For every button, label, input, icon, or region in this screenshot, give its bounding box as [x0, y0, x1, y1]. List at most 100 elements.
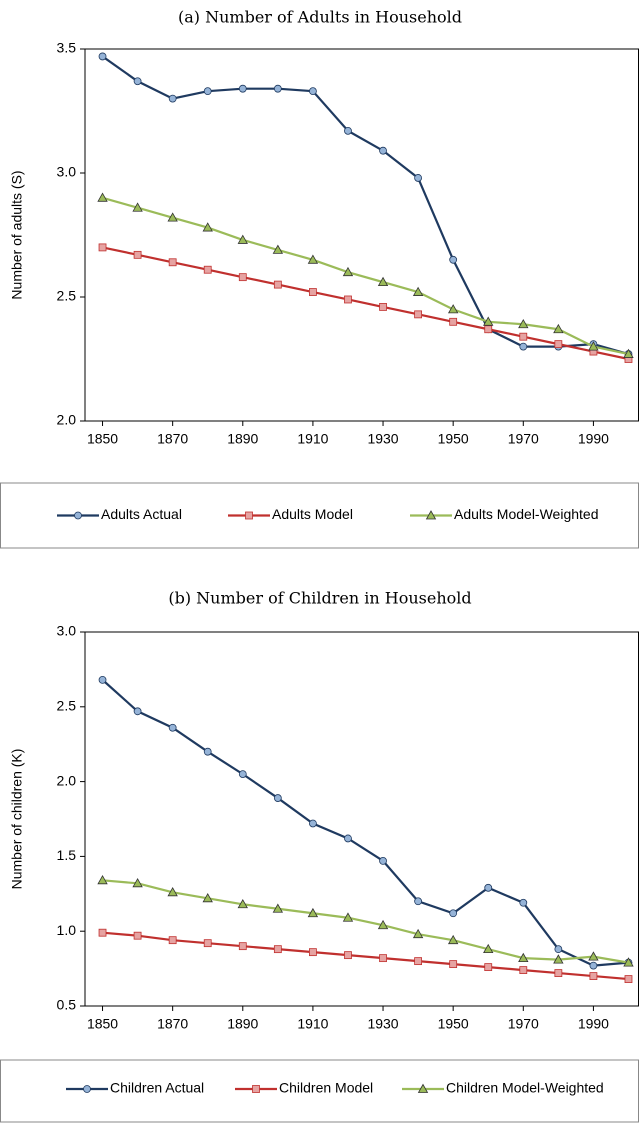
- marker: [309, 819, 317, 828]
- marker: [132, 202, 143, 212]
- legend-label: Adults Model-Weighted: [454, 506, 598, 522]
- marker: [203, 747, 212, 756]
- marker: [309, 948, 317, 957]
- marker: [133, 77, 142, 86]
- marker: [483, 943, 494, 954]
- series-line: [101, 55, 629, 356]
- plot-frame: [84, 48, 639, 422]
- marker: [589, 972, 598, 980]
- marker: [554, 340, 563, 349]
- marker: [518, 952, 529, 963]
- x-tick-label: 1850: [87, 1016, 118, 1032]
- y-tick-label: 2.0: [57, 412, 77, 428]
- x-tick-label: 1930: [367, 1016, 398, 1032]
- marker: [168, 258, 177, 267]
- marker: [379, 954, 387, 963]
- marker: [484, 883, 493, 892]
- marker: [344, 951, 352, 960]
- x-tick-label: 1850: [87, 431, 118, 447]
- marker: [168, 723, 177, 732]
- marker: [449, 960, 458, 969]
- marker: [272, 903, 284, 913]
- marker: [133, 250, 142, 259]
- marker: [167, 212, 178, 222]
- marker: [447, 304, 459, 314]
- marker: [168, 936, 177, 945]
- marker: [518, 318, 529, 329]
- y-tick-label: 3.0: [57, 164, 77, 180]
- y-tick-label: 2.5: [57, 698, 77, 714]
- marker: [97, 192, 108, 202]
- marker: [307, 907, 319, 918]
- marker: [414, 897, 423, 906]
- x-tick-label: 1990: [578, 431, 609, 447]
- marker: [133, 707, 142, 716]
- marker: [449, 255, 458, 264]
- marker: [167, 886, 178, 897]
- marker: [519, 898, 528, 907]
- marker: [412, 928, 424, 939]
- series-line: [102, 246, 629, 361]
- marker: [588, 951, 599, 961]
- marker: [624, 975, 633, 983]
- marker: [203, 939, 212, 948]
- marker: [449, 909, 458, 918]
- x-tick-label: 1930: [367, 431, 398, 447]
- y-tick-label: 3.5: [57, 40, 77, 56]
- y-tick-label: 2.5: [57, 288, 77, 304]
- marker: [98, 928, 107, 937]
- x-tick-label: 1890: [227, 431, 258, 447]
- x-tick-label: 1990: [578, 1016, 609, 1032]
- marker: [519, 332, 528, 341]
- y-axis-label: Number of adults (S): [9, 170, 25, 299]
- marker: [553, 954, 564, 964]
- marker: [342, 912, 354, 922]
- marker: [98, 52, 107, 61]
- marker: [425, 510, 437, 520]
- marker: [379, 146, 387, 155]
- marker: [342, 266, 354, 277]
- marker: [377, 276, 389, 287]
- y-tick-label: 1.5: [57, 847, 77, 863]
- y-tick-label: 3.0: [57, 623, 77, 639]
- x-tick-label: 1970: [508, 431, 539, 447]
- marker: [83, 1085, 91, 1093]
- marker: [417, 1083, 429, 1093]
- chart-title: (b) Number of Children in Household: [168, 589, 471, 608]
- marker: [309, 288, 317, 296]
- y-axis-label: Number of children (K): [9, 749, 25, 890]
- marker: [344, 834, 352, 843]
- marker: [203, 265, 212, 274]
- marker: [554, 945, 563, 954]
- marker: [238, 942, 247, 951]
- marker: [238, 273, 247, 282]
- marker: [132, 878, 143, 888]
- marker: [554, 969, 563, 977]
- marker: [273, 84, 282, 93]
- series-line: [102, 879, 629, 964]
- marker: [273, 280, 282, 289]
- marker: [272, 244, 284, 254]
- marker: [484, 325, 493, 334]
- marker: [414, 174, 423, 182]
- marker: [238, 770, 247, 779]
- marker: [449, 317, 458, 326]
- marker: [237, 234, 248, 244]
- marker: [309, 87, 317, 96]
- marker: [379, 856, 387, 865]
- marker: [623, 348, 634, 358]
- marker: [519, 342, 528, 351]
- marker: [412, 286, 424, 296]
- x-tick-label: 1910: [297, 1016, 328, 1032]
- x-tick-label: 1910: [297, 431, 328, 447]
- x-tick-label: 1870: [157, 431, 188, 447]
- marker: [344, 295, 352, 304]
- y-tick-label: 0.5: [57, 997, 77, 1013]
- marker: [377, 919, 389, 930]
- x-tick-label: 1870: [157, 1016, 188, 1032]
- legend-label: Adults Model: [272, 506, 353, 522]
- marker: [484, 963, 493, 972]
- marker: [74, 511, 82, 520]
- legend-label: Children Actual: [110, 1080, 204, 1096]
